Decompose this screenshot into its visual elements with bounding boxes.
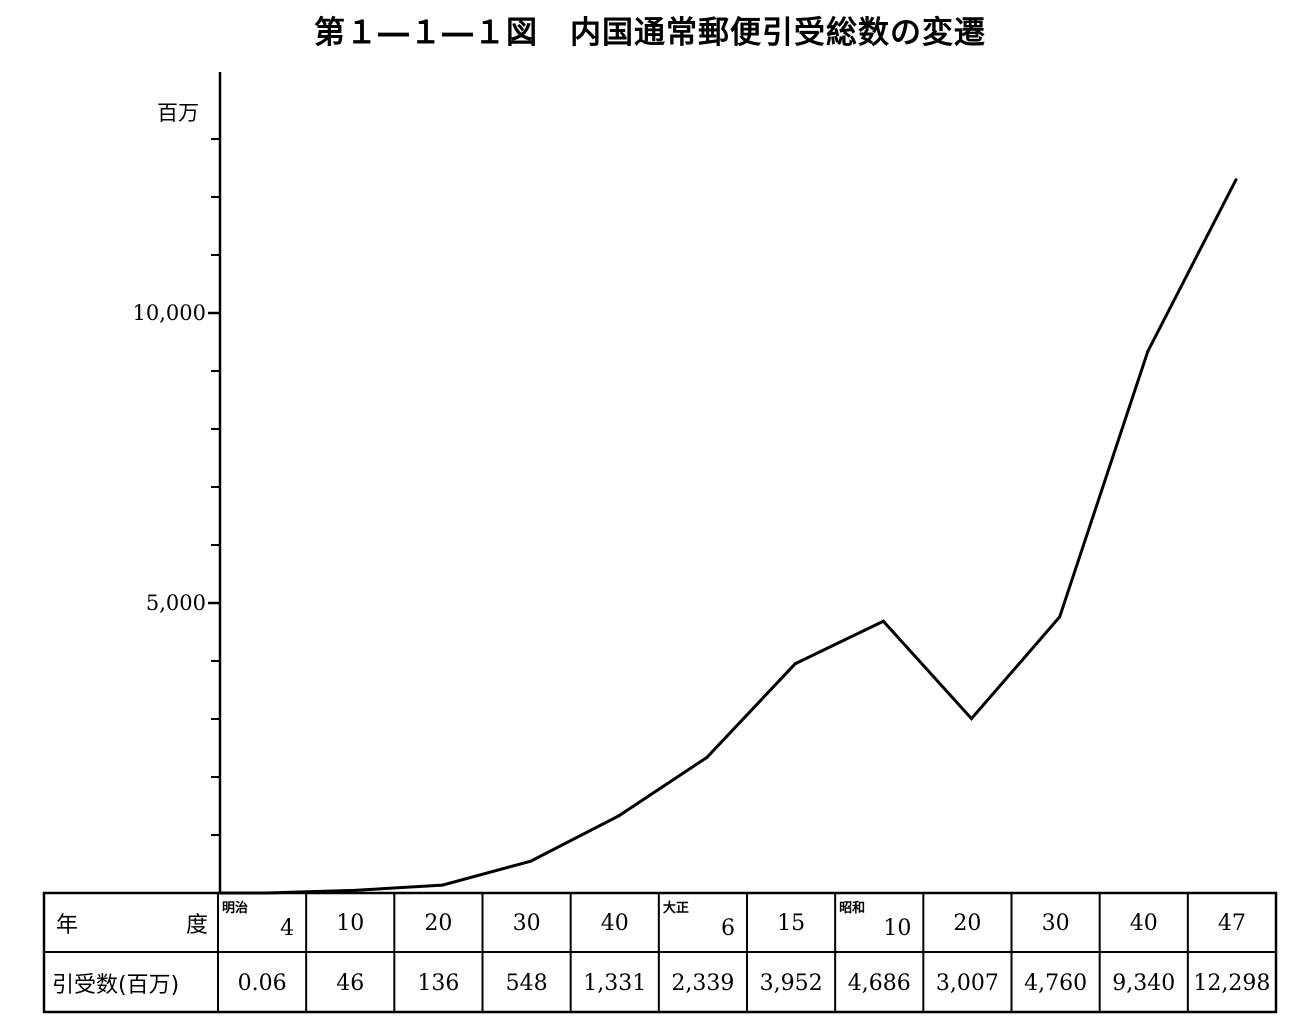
data-point: [529, 859, 533, 863]
value-label: 4,686: [848, 971, 911, 996]
data-point: [352, 888, 356, 892]
data-point: [1234, 178, 1238, 182]
row-header-year-left: 年: [56, 913, 78, 938]
y-tick-label: 10,000: [133, 301, 206, 325]
category-label: 20: [953, 911, 981, 936]
value-label: 0.06: [238, 971, 287, 996]
value-label: 136: [417, 971, 459, 996]
data-point: [793, 662, 797, 666]
category-label: 15: [777, 911, 805, 936]
category-label: 10: [336, 911, 364, 936]
row-header-count: 引受数(百万): [52, 973, 179, 998]
value-label: 3,007: [936, 971, 999, 996]
category-label: 30: [1042, 911, 1070, 936]
data-point: [881, 619, 885, 623]
data-point: [1146, 349, 1150, 353]
category-label: 40: [1130, 911, 1158, 936]
category-label: 40: [601, 911, 629, 936]
chart-title: 第１―１―１図 内国通常郵便引受総数の変遷: [314, 15, 986, 51]
data-point: [617, 814, 621, 818]
value-label: 3,952: [760, 971, 823, 996]
value-label: 1,331: [583, 971, 646, 996]
y-tick-label: 5,000: [146, 591, 206, 615]
category-label: 4: [280, 916, 294, 941]
value-label: 4,760: [1024, 971, 1087, 996]
category-label: 10: [883, 916, 911, 941]
y-axis-tick-labels: 5,000 10,000: [133, 301, 206, 615]
data-point: [970, 717, 973, 721]
series-line: [220, 179, 1238, 895]
data-point: [1058, 615, 1062, 619]
era-label: 明治: [222, 900, 248, 916]
y-axis-unit-label: 百万: [157, 101, 199, 125]
era-label: 大正: [663, 900, 689, 916]
value-label: 12,298: [1193, 971, 1270, 996]
row-header-year-right: 度: [186, 913, 208, 938]
value-label: 46: [336, 971, 364, 996]
data-point: [441, 883, 444, 887]
category-label: 6: [721, 916, 735, 941]
value-label: 9,340: [1112, 971, 1175, 996]
data-point: [705, 755, 709, 759]
y-axis-ticks: [208, 138, 220, 836]
category-label: 30: [513, 911, 541, 936]
category-label: 20: [424, 911, 452, 936]
era-label: 昭和: [839, 900, 865, 916]
data-point: [264, 891, 268, 895]
value-label: 548: [506, 971, 548, 996]
category-label: 47: [1218, 911, 1246, 936]
value-label: 2,339: [671, 971, 734, 996]
